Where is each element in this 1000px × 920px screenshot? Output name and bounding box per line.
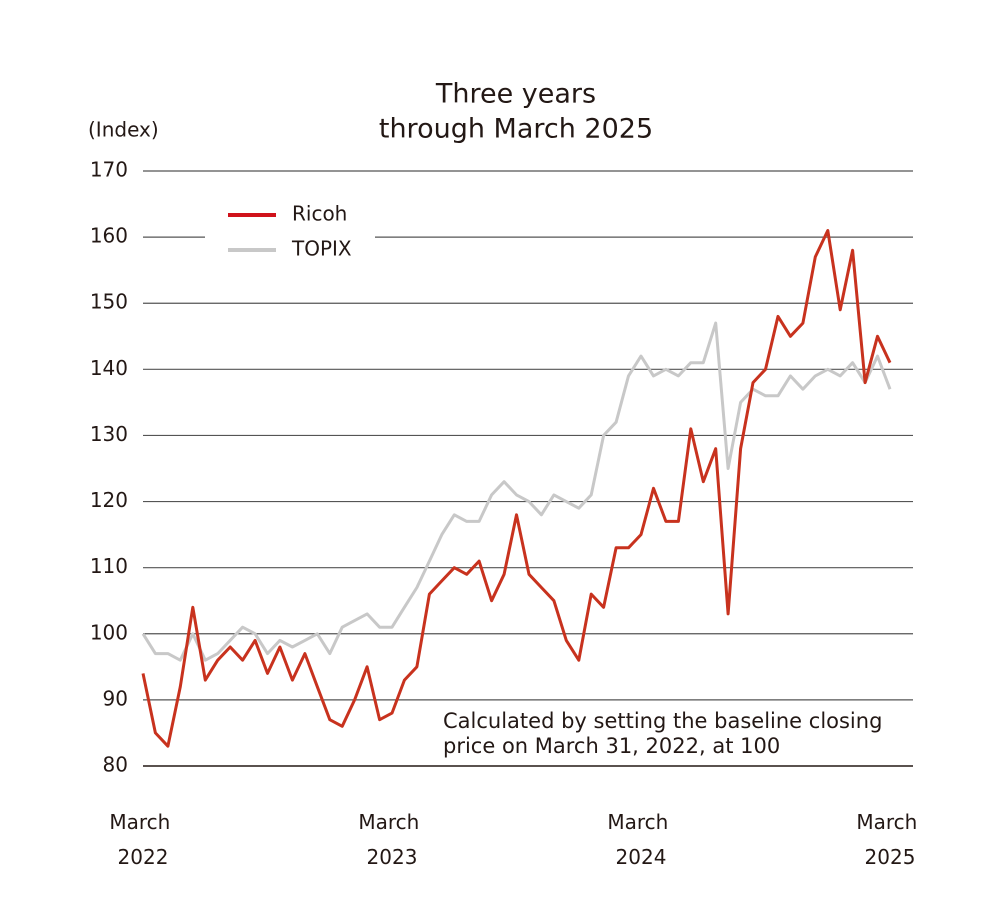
y-tick-label: 160 [90, 224, 128, 248]
y-tick-label: 130 [90, 422, 128, 446]
chart-title: Three years [435, 79, 596, 110]
y-tick-label: 140 [90, 356, 128, 380]
x-tick-label: March 2023 [358, 810, 425, 869]
legend-label: TOPIX [291, 237, 352, 261]
x-tick-label: March 2024 [607, 810, 674, 869]
chart-title: through March 2025 [379, 114, 653, 145]
y-tick-label: 80 [103, 753, 128, 777]
y-tick-label: 150 [90, 290, 128, 314]
annotation: price on March 31, 2022, at 100 [443, 734, 780, 758]
y-axis-label: (Index) [88, 118, 159, 142]
y-tick-label: 100 [90, 620, 128, 644]
x-tick-label: March 2025 [856, 810, 923, 869]
y-tick-label: 120 [90, 488, 128, 512]
y-tick-label: 110 [90, 554, 128, 578]
y-tick-label: 90 [103, 686, 128, 710]
y-tick-label: 170 [90, 158, 128, 182]
series-line [141, 321, 892, 662]
annotation: Calculated by setting the baseline closi… [443, 709, 882, 733]
legend-label: Ricoh [292, 202, 347, 226]
x-tick-label: March 2022 [109, 810, 176, 869]
series-line [141, 229, 892, 748]
legend-background [205, 195, 375, 275]
